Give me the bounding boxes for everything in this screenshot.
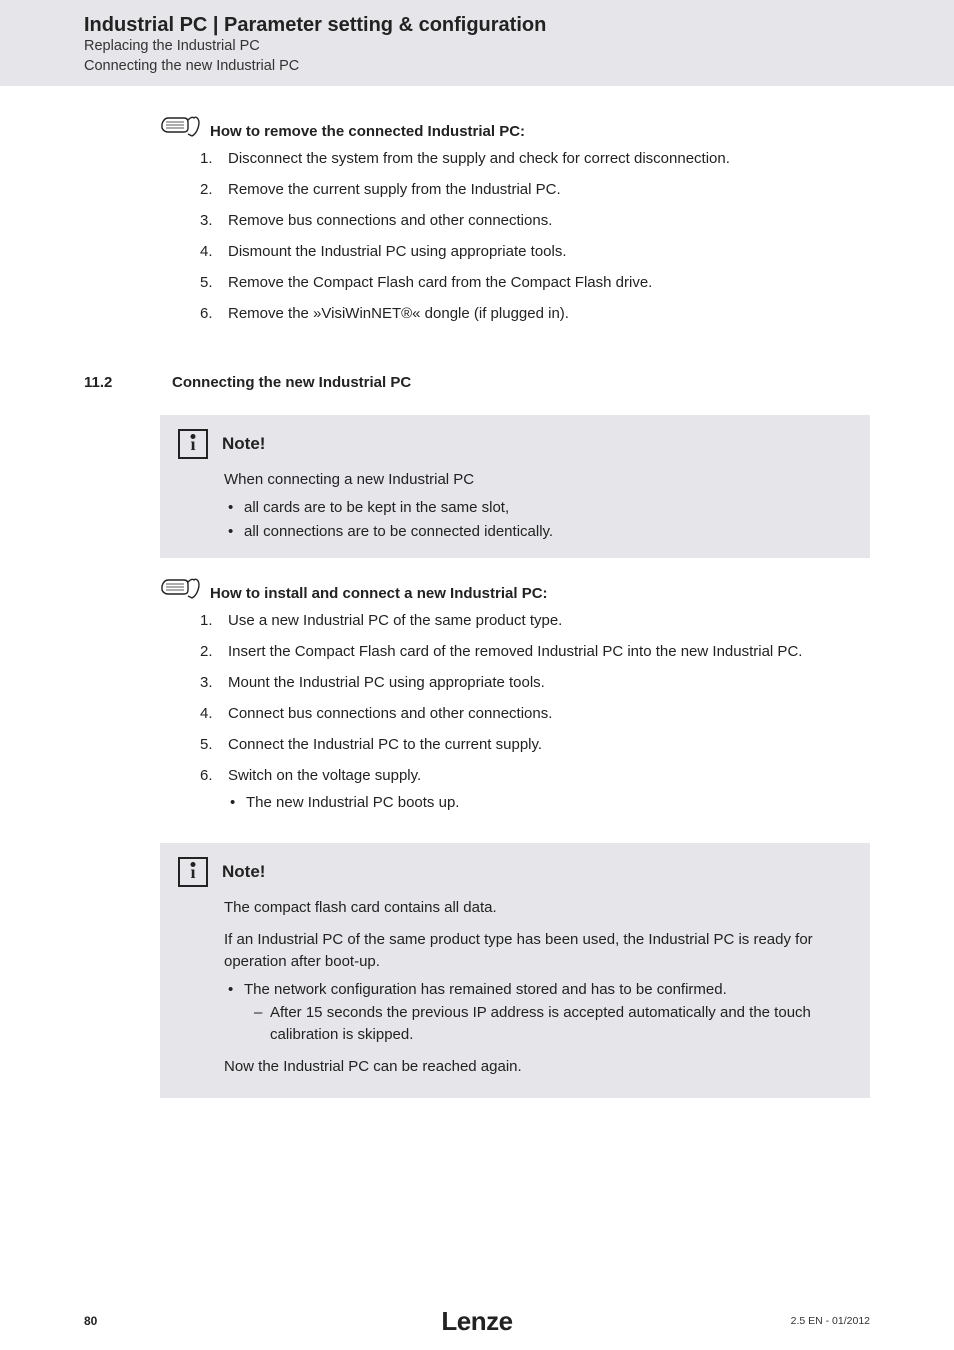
list-item: Remove bus connections and other connect… <box>200 210 870 231</box>
list-item: Remove the »VisiWinNET®« dongle (if plug… <box>200 303 870 324</box>
keyboard-hand-icon <box>160 114 202 140</box>
install-head: How to install and connect a new Industr… <box>160 576 870 602</box>
note2-title: Note! <box>222 862 265 882</box>
header-sub2: Connecting the new Industrial PC <box>84 57 954 77</box>
list-item: The new Industrial PC boots up. <box>228 792 870 813</box>
note2-bullet: The network configuration has remained s… <box>244 981 727 998</box>
list-item: Connect the Industrial PC to the current… <box>200 734 870 755</box>
step6-text: Switch on the voltage supply. <box>228 767 421 784</box>
note2-p1: The compact flash card contains all data… <box>224 897 852 919</box>
info-icon: ı <box>178 857 208 887</box>
list-item: all connections are to be connected iden… <box>228 521 852 543</box>
list-item: The network configuration has remained s… <box>228 979 852 1046</box>
install-block: How to install and connect a new Industr… <box>120 576 870 813</box>
list-item: After 15 seconds the previous IP address… <box>254 1002 852 1046</box>
remove-head: How to remove the connected Industrial P… <box>160 114 870 140</box>
note1-intro: When connecting a new Industrial PC <box>224 469 852 491</box>
list-item: Switch on the voltage supply. The new In… <box>200 765 870 813</box>
header-band: Industrial PC | Parameter setting & conf… <box>0 0 954 86</box>
keyboard-hand-icon <box>160 576 202 602</box>
header-sub1: Replacing the Industrial PC <box>84 37 954 57</box>
list-item: all cards are to be kept in the same slo… <box>228 497 852 519</box>
doc-title: Industrial PC | Parameter setting & conf… <box>84 14 954 37</box>
list-item: Remove the Compact Flash card from the C… <box>200 272 870 293</box>
install-title: How to install and connect a new Industr… <box>210 585 548 602</box>
footer: 80 Lenze 2.5 EN - 01/2012 <box>0 1314 954 1328</box>
page-number: 80 <box>84 1314 97 1328</box>
note2-head: ı Note! <box>178 857 852 887</box>
info-icon: ı <box>178 429 208 459</box>
list-item: Mount the Industrial PC using appropriat… <box>200 672 870 693</box>
note2-p3: Now the Industrial PC can be reached aga… <box>224 1056 852 1078</box>
note1-title: Note! <box>222 434 265 454</box>
note1-body: When connecting a new Industrial PC all … <box>224 469 852 542</box>
section-title: Connecting the new Industrial PC <box>172 374 411 391</box>
section-heading: 11.2 Connecting the new Industrial PC <box>120 374 870 391</box>
list-item: Dismount the Industrial PC using appropr… <box>200 241 870 262</box>
list-item: Remove the current supply from the Indus… <box>200 179 870 200</box>
note2-p2: If an Industrial PC of the same product … <box>224 929 852 973</box>
note1-head: ı Note! <box>178 429 852 459</box>
content: How to remove the connected Industrial P… <box>0 114 954 1098</box>
section-number: 11.2 <box>84 374 144 391</box>
remove-block: How to remove the connected Industrial P… <box>120 114 870 324</box>
list-item: Use a new Industrial PC of the same prod… <box>200 610 870 631</box>
remove-steps: Disconnect the system from the supply an… <box>200 148 870 324</box>
list-item: Disconnect the system from the supply an… <box>200 148 870 169</box>
brand-logo: Lenze <box>441 1306 512 1337</box>
note-box-1: ı Note! When connecting a new Industrial… <box>160 415 870 558</box>
install-steps: Use a new Industrial PC of the same prod… <box>200 610 870 813</box>
note-box-2: ı Note! The compact flash card contains … <box>160 843 870 1097</box>
list-item: Insert the Compact Flash card of the rem… <box>200 641 870 662</box>
list-item: Connect bus connections and other connec… <box>200 703 870 724</box>
note2-body: The compact flash card contains all data… <box>224 897 852 1077</box>
remove-title: How to remove the connected Industrial P… <box>210 123 525 140</box>
doc-revision: 2.5 EN - 01/2012 <box>791 1315 870 1327</box>
